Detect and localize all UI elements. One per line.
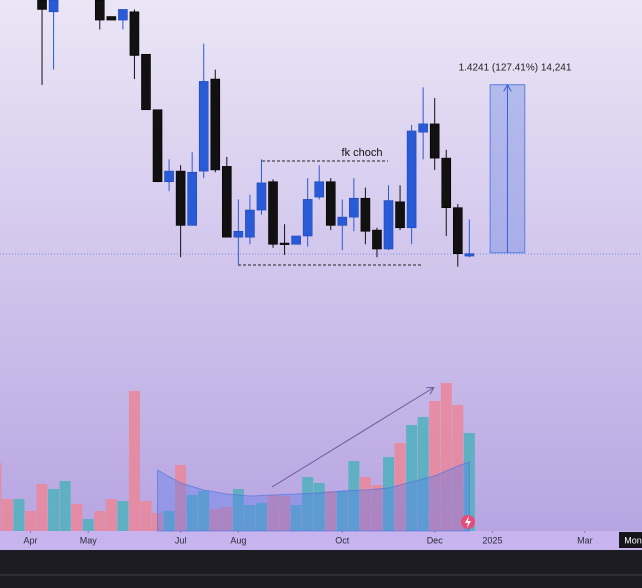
time-axis: Apr May Jul Aug Oct Dec 2025 Mar Mon [23,531,642,548]
candle-body [314,181,325,198]
volume-bar [209,509,221,531]
volume-bar [0,463,2,531]
candle-body [141,53,151,111]
volume-bar [302,477,314,531]
volume-bar [13,499,25,531]
measure-label: 1.4241 (127.41%) 14,241 [459,63,572,74]
candle-body [210,78,221,171]
candle-body [94,0,105,21]
candle-body [245,209,255,238]
volume-bar [348,461,360,531]
x-tick-label: Jul [175,535,187,545]
candle-body [256,182,267,211]
volume-bar [244,505,256,531]
candle-body [106,16,117,21]
candle-body [325,181,336,226]
candle-body [464,253,475,257]
volume-bar [325,491,337,531]
volume-bar [59,481,71,531]
volume-bar [267,495,279,531]
volume-bar [48,489,60,531]
candle-body [418,123,428,133]
candle-body [129,11,140,56]
volume-bar [36,484,48,531]
candle-body [337,216,348,226]
volume-bar [186,495,198,531]
volume-bar [128,391,140,531]
x-tick-label: Apr [23,535,37,545]
bottom-bar [0,550,642,588]
candle-body [268,181,278,245]
candle-body [222,166,232,238]
candle-body [198,81,209,172]
candle-body [349,197,359,218]
candle-body [233,230,244,238]
volume-bar [290,505,302,531]
volume-bar [313,483,325,531]
crosshair-label: Mon [624,535,642,545]
volume-bar [279,496,291,531]
candle-body [187,171,197,226]
volume-bar [105,499,117,531]
volume-ma-area [157,461,470,532]
volume-bar [383,457,395,531]
x-tick-label: May [80,535,98,545]
volume-bar [440,383,452,531]
volume-bar [406,425,418,531]
volume-bar [175,465,187,531]
candle-body [48,0,59,13]
volume-bar [221,507,233,531]
volume-bar [417,417,429,531]
candle-body [372,229,382,250]
volume-bar [371,485,383,531]
time-axis-background [0,531,642,550]
volume-pane [0,383,475,532]
trend-arrow [271,388,433,488]
volume-bar [163,511,175,531]
volume-bar [429,401,441,531]
volume-bar [359,477,371,531]
volume-bar [71,504,83,531]
candle-body [302,199,313,237]
candle-body [175,170,186,226]
volume-bar [394,443,406,531]
x-tick-label: Dec [427,535,444,545]
x-tick-label: Mar [577,535,593,545]
choch-label: fk choch [342,147,383,159]
volume-bar [232,489,244,531]
candle-body [37,0,47,10]
candle-body [152,109,163,183]
volume-bar [198,491,210,531]
volume-bar [1,499,13,531]
volume-bar [94,511,106,531]
candle-body [118,9,128,21]
candle-body [441,157,452,208]
candle-body [164,170,174,183]
alert-icon [461,515,475,529]
volume-bar [255,503,267,531]
candle-body [452,207,463,254]
x-tick-label: Aug [230,535,246,545]
candle-body [429,123,440,159]
candle-body [383,200,394,250]
volume-bar [140,501,152,531]
candle-body [406,130,417,229]
x-tick-label: Oct [335,535,350,545]
candle-body [395,201,405,229]
candle-body [279,242,290,245]
volume-bar [24,511,36,531]
candle-body [291,235,301,245]
volume-bar [336,491,348,531]
volume-bar [82,519,94,531]
price-pane [37,0,526,267]
volume-bar [117,501,129,531]
candle-body [360,197,371,232]
crosshair-box [619,532,642,548]
volume-bar [452,405,464,531]
x-tick-label: 2025 [482,535,502,545]
